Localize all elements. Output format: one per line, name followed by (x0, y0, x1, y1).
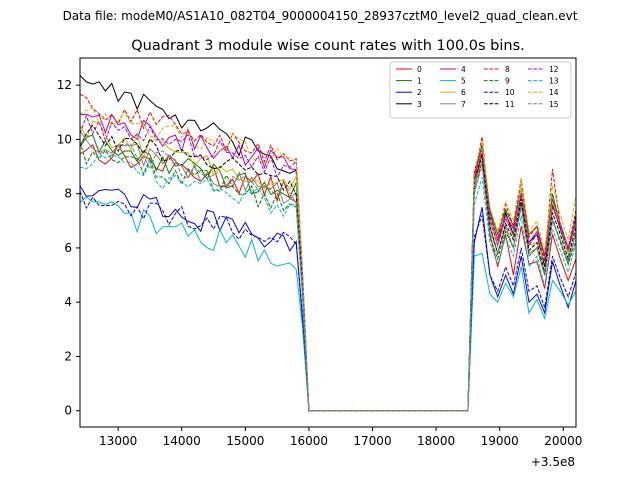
legend-label-6: 6 (461, 88, 466, 97)
series-line-3 (79, 75, 577, 412)
series-line-5 (79, 196, 577, 412)
x-tick-label: 14000 (163, 434, 201, 448)
series-line-4 (79, 113, 577, 412)
legend-label-1: 1 (417, 77, 422, 86)
legend-label-12: 12 (549, 65, 559, 74)
series-line-14 (79, 107, 577, 412)
legend-label-3: 3 (417, 100, 422, 109)
x-axis-offset-label: +3.5e8 (531, 455, 575, 469)
plot-area-frame (79, 57, 577, 428)
series-line-1 (79, 134, 577, 412)
y-tick-label: 8 (64, 187, 72, 201)
legend-label-9: 9 (505, 77, 510, 86)
legend-label-4: 4 (461, 65, 466, 74)
x-tick-label: 13000 (99, 434, 137, 448)
series-line-15 (79, 135, 577, 412)
chart-title: Quadrant 3 module wise count rates with … (131, 38, 525, 54)
legend-label-15: 15 (549, 100, 559, 109)
legend-label-0: 0 (417, 65, 422, 74)
series-line-7 (79, 130, 577, 412)
series-line-2 (79, 185, 577, 412)
data-file-caption: Data file: modeM0/AS1A10_082T04_90000041… (63, 9, 578, 23)
legend-label-10: 10 (505, 88, 515, 97)
y-tick-label: 10 (57, 132, 72, 146)
legend-label-8: 8 (505, 65, 510, 74)
series-line-6 (79, 120, 577, 412)
series-line-9 (79, 141, 577, 412)
y-tick-label: 2 (64, 349, 72, 363)
series-line-8 (79, 93, 577, 412)
series-line-10 (79, 191, 577, 412)
y-tick-label: 12 (57, 78, 72, 92)
x-tick-label: 17000 (353, 434, 391, 448)
legend-label-11: 11 (505, 100, 515, 109)
x-axis: 13000 14000 15000 16000 17000 18000 19000 20000 (99, 427, 582, 448)
x-tick-label: 16000 (290, 434, 328, 448)
series-line-13 (79, 152, 577, 412)
legend-label-2: 2 (417, 88, 422, 97)
y-tick-label: 6 (64, 241, 72, 255)
legend-label-7: 7 (461, 100, 466, 109)
x-tick-label: 18000 (417, 434, 455, 448)
x-tick-label: 19000 (481, 434, 519, 448)
legend-label-5: 5 (461, 77, 466, 86)
legend-label-14: 14 (549, 88, 559, 97)
series-line-11 (79, 124, 577, 412)
legend-label-13: 13 (549, 77, 559, 86)
x-tick-label: 15000 (226, 434, 264, 448)
y-axis: 0 2 4 6 8 10 12 (57, 78, 80, 418)
legend-box (389, 61, 572, 119)
series-lines (79, 75, 577, 412)
series-line-0 (79, 143, 577, 412)
y-tick-label: 4 (64, 295, 72, 309)
y-tick-label: 0 (64, 404, 72, 418)
x-tick-label: 20000 (544, 434, 582, 448)
series-line-12 (79, 114, 577, 412)
